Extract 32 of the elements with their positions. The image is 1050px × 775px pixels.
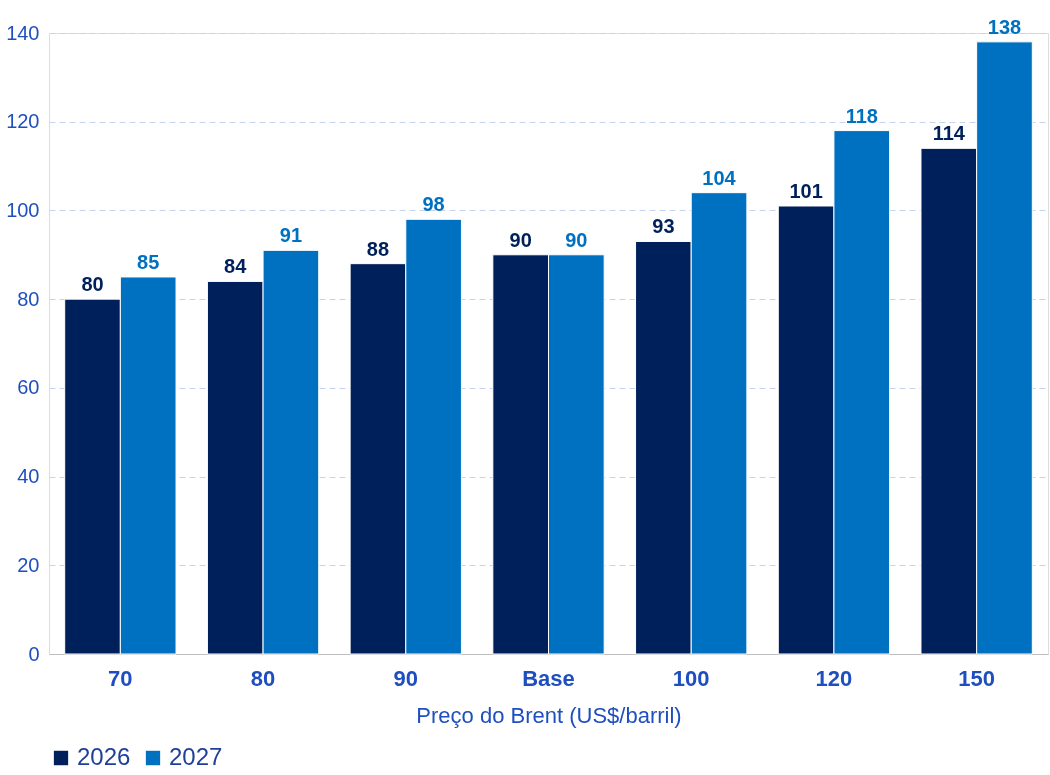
data-label: 90 [565, 228, 588, 251]
x-tick-label: 80 [250, 665, 276, 691]
y-tick-label: 0 [28, 642, 40, 665]
y-tick-label: 80 [17, 287, 40, 310]
data-label: 90 [509, 228, 532, 251]
data-label: 118 [845, 104, 878, 127]
data-label: 98 [422, 193, 445, 216]
data-label: 93 [652, 215, 675, 238]
x-tick-label: Base [522, 665, 575, 691]
x-tick-label: 100 [672, 665, 710, 691]
y-tick-label: 140 [6, 21, 40, 44]
data-label: 80 [81, 273, 104, 296]
x-axis-title: Preço do Brent (US$/barril) [416, 702, 682, 728]
y-tick-label: 60 [17, 376, 40, 399]
x-tick-label: 150 [958, 665, 995, 691]
data-label: 138 [987, 15, 1022, 38]
x-tick-label: 90 [393, 665, 419, 691]
legend-label: 2027 [169, 743, 223, 770]
data-label: 114 [932, 122, 966, 145]
y-tick-label: 100 [6, 198, 40, 221]
x-tick-label: 70 [108, 665, 133, 691]
data-label: 85 [137, 250, 160, 273]
data-label: 101 [789, 179, 823, 202]
data-label: 84 [224, 255, 248, 278]
data-label: 91 [279, 224, 303, 247]
y-tick-label: 120 [6, 110, 40, 133]
legend-label: 2026 [77, 743, 131, 770]
data-label: 104 [702, 166, 737, 189]
y-tick-label: 20 [17, 553, 40, 576]
y-tick-label: 40 [17, 465, 40, 488]
data-label: 88 [366, 237, 390, 260]
x-tick-label: 120 [815, 665, 853, 691]
